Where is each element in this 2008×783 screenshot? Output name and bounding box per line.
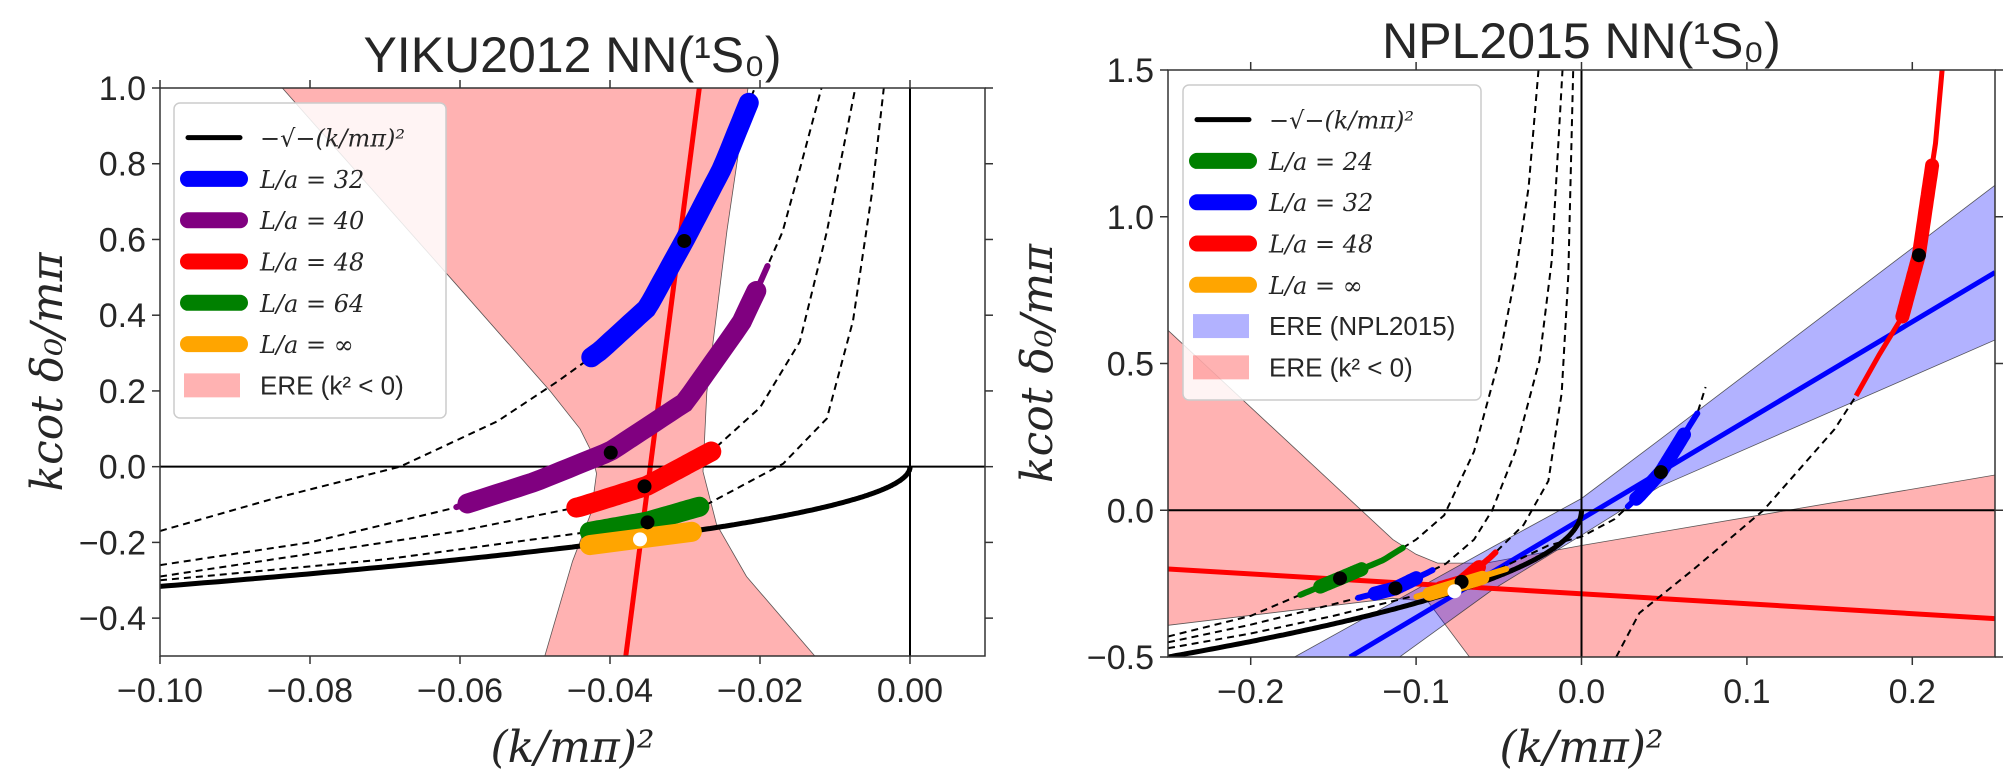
legend-swatch-patch [1193,314,1249,339]
data-point [1653,465,1668,480]
x-tick-label: 0.0 [1558,673,1605,711]
y-tick-label: 1.0 [1107,199,1154,237]
legend-item: L/a = 32 [1189,189,1373,217]
x-tick-label: −0.06 [417,672,503,710]
y-tick-label: 0.2 [99,373,146,411]
x-tick-label: −0.08 [267,672,353,710]
y-tick-label: 0.0 [1107,492,1154,530]
legend-item: L/a = 32 [180,166,364,194]
x-axis-label: (k/mπ)² [1499,722,1663,773]
legend-label: L/a = ∞ [1268,272,1363,300]
legend-label: L/a = 40 [259,207,364,235]
data-point [1447,584,1462,599]
y-tick-label: 1.5 [1107,52,1154,90]
legend: −√−(k/mπ)² L/a = 24 L/a = 32 L/a = 48 L/a = … [1182,84,1482,401]
x-tick-label: −0.02 [717,672,803,710]
legend-item: L/a = 48 [180,249,364,277]
data-point [637,479,652,494]
legend-label: L/a = 24 [1268,148,1373,176]
luscher-curve-dashed [1168,70,1564,644]
panel-yiku2012: −0.10 −0.08 −0.06 −0.04 −0.02 0.00 −0.4 −0.2 0.0… [22,27,993,773]
legend-label: L/a = 48 [1268,231,1373,259]
region-ere-k2-negative [1168,329,1995,657]
x-tick-label: −0.2 [1217,673,1284,711]
data-point [677,233,692,248]
x-tick-label: −0.04 [567,672,653,710]
legend-label: L/a = 64 [259,290,364,318]
luscher-curve-dashed [1615,395,1857,657]
luscher-curve-dashed [160,88,885,582]
legend-item: L/a = 48 [1189,231,1373,259]
legend-item: L/a = 24 [1189,148,1373,176]
legend: −√−(k/mπ)² L/a = 32 L/a = 40 L/a = 48 L/a = … [173,102,447,419]
legend-label: −√−(k/mπ)² [260,125,405,153]
legend-item: L/a = 64 [180,290,364,318]
y-tick-label: −0.5 [1087,639,1154,677]
band-La32 [581,92,759,368]
legend-label: L/a = 48 [259,249,364,277]
data-point [1388,581,1403,596]
y-tick-label: 0.0 [99,449,146,487]
legend-swatch-patch [1193,355,1249,380]
data-point [1911,248,1926,263]
region-ere-fit-band [1293,184,1995,657]
legend-item: ERE (k² < 0) [184,370,404,400]
y-tick-label: −0.4 [79,600,146,638]
legend-item: L/a = ∞ [180,331,354,359]
legend-swatch-patch [184,373,240,398]
data-point [1333,571,1348,586]
y-tick-label: 0.5 [1107,346,1154,384]
legend-item: −√−(k/mπ)² [1194,107,1414,135]
legend-label: L/a = 32 [259,166,364,194]
sqrt-curve [1168,510,1584,657]
plot-frame [159,87,986,657]
x-axis-label: (k/mπ)² [490,722,654,773]
legend-label: −√−(k/mπ)² [1269,107,1414,135]
y-tick-label: 0.6 [99,221,146,259]
legend-label: ERE (k² < 0) [260,370,404,400]
y-tick-label: 0.4 [99,297,146,335]
x-tick-label: 0.1 [1723,673,1770,711]
chart-title: NPL2015 NN(¹S₀) [1382,13,1781,69]
data-point [603,445,618,460]
x-tick-label: 0.00 [877,672,943,710]
data-point [633,532,647,547]
legend-label: L/a = ∞ [259,331,354,359]
x-tick-label: 0.2 [1889,673,1936,711]
luscher-curve-dashed [1168,70,1540,638]
legend-box [1182,84,1482,401]
y-tick-label: −0.2 [79,524,146,562]
sqrt-curve [160,465,913,589]
legend-label: ERE (k² < 0) [1269,352,1413,382]
legend-label: L/a = 32 [1268,189,1373,217]
y-tick-label: 1.0 [99,70,146,108]
chart-title: YIKU2012 NN(¹S₀) [363,27,781,83]
data-point [640,515,655,530]
legend-item: ERE (k² < 0) [1193,352,1413,382]
y-axis-label: kcot δ₀/mπ [22,251,73,491]
plot-area [1168,70,1995,657]
legend-item: −√−(k/mπ)² [185,125,405,153]
legend-item: ERE (NPL2015) [1193,311,1455,341]
panel-npl2015: −0.2 −0.1 0.0 0.1 0.2 −0.5 0.0 0.5 1.0 1.5 NPL2015… [1012,13,2003,773]
x-tick-label: −0.10 [117,672,203,710]
y-axis-label: kcot δ₀/mπ [1012,243,1063,483]
legend-item: L/a = 40 [180,207,364,235]
legend-item: L/a = ∞ [1189,272,1363,300]
legend-label: ERE (NPL2015) [1269,311,1455,341]
x-tick-label: −0.1 [1383,673,1450,711]
fit-line [623,88,702,656]
y-tick-label: 0.8 [99,146,146,184]
